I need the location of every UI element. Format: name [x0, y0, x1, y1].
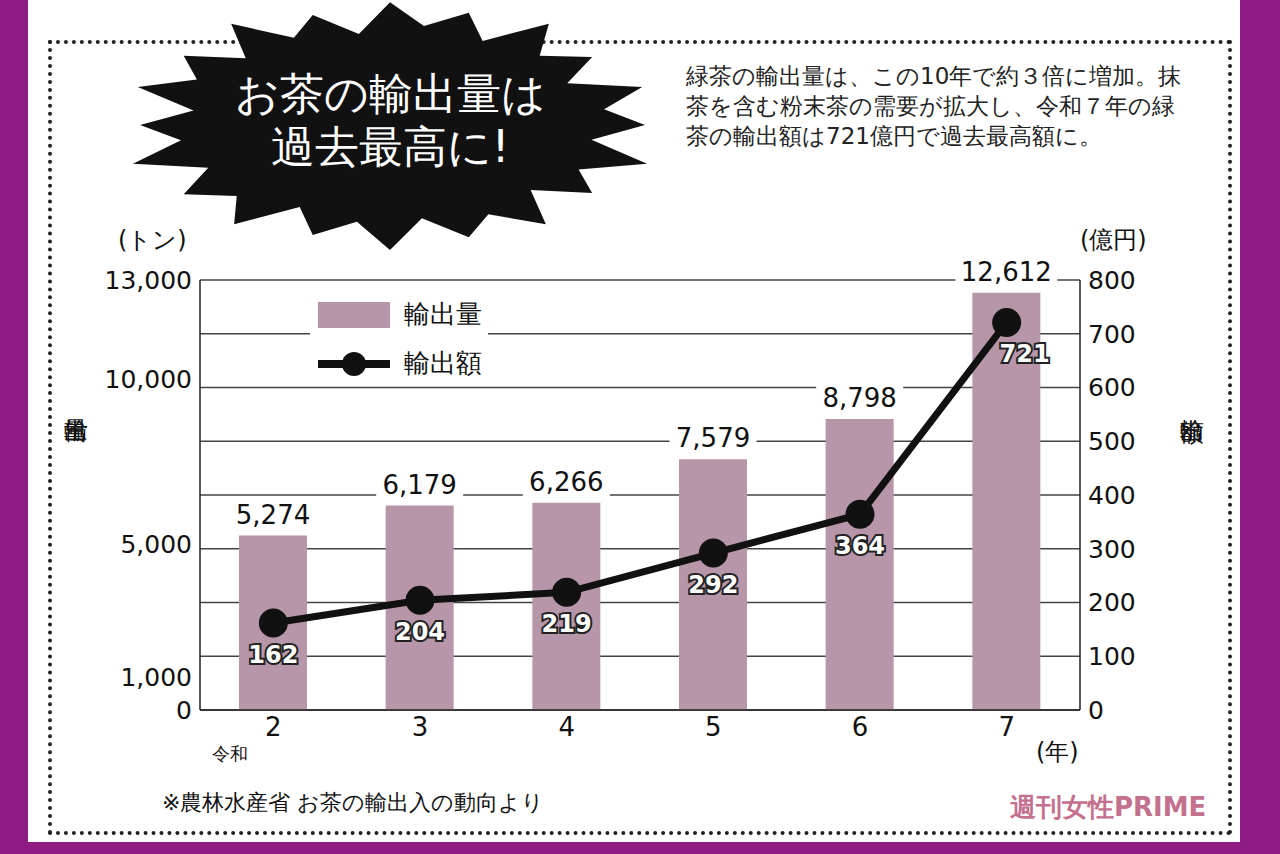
- svg-text:721: 721: [1000, 340, 1050, 368]
- svg-text:200: 200: [1088, 588, 1136, 617]
- svg-text:800: 800: [1088, 266, 1136, 295]
- svg-text:500: 500: [1088, 427, 1136, 456]
- html-text:お茶の輸出量は過去最高に!: お茶の輸出量は過去最高に!: [234, 68, 546, 172]
- svg-text:219: 219: [542, 610, 592, 638]
- svg-text:12,612: 12,612: [961, 257, 1052, 287]
- svg-text:13,000: 13,000: [105, 266, 192, 295]
- html-text:令和: 令和: [212, 743, 248, 764]
- svg-text:204: 204: [395, 618, 445, 646]
- svg-text:10,000: 10,000: [105, 365, 192, 394]
- svg-text:4: 4: [558, 712, 575, 742]
- svg-text:5: 5: [705, 712, 722, 742]
- svg-text:400: 400: [1088, 481, 1136, 510]
- svg-text:162: 162: [248, 641, 298, 669]
- svg-text:600: 600: [1088, 373, 1136, 402]
- svg-text:7,579: 7,579: [676, 423, 750, 453]
- svg-text:3: 3: [412, 712, 429, 742]
- svg-text:2: 2: [265, 712, 282, 742]
- html-text:(億円): (億円): [1080, 226, 1147, 254]
- svg-text:364: 364: [835, 532, 885, 560]
- svg-text:100: 100: [1088, 642, 1136, 671]
- html-text:週刊女性PRIME: 週刊女性PRIME: [1010, 792, 1207, 822]
- html-text:※農林水産省 お茶の輸出入の動向より: ※農林水産省 お茶の輸出入の動向より: [162, 790, 545, 815]
- html-text:(トン): (トン): [118, 226, 187, 254]
- svg-text:7: 7: [998, 712, 1015, 742]
- svg-text:6,179: 6,179: [382, 470, 456, 500]
- svg-text:6: 6: [852, 712, 869, 742]
- svg-text:6,266: 6,266: [529, 467, 603, 497]
- svg-text:1,000: 1,000: [120, 663, 192, 692]
- svg-text:5,000: 5,000: [120, 530, 192, 559]
- html-text:(年): (年): [1036, 738, 1079, 766]
- html-text:輸出量: 輸出量: [404, 299, 482, 329]
- html-text:緑茶の輸出量は、この10年で約３倍に増加。抹茶を含む粉末茶の: 緑茶の輸出量は、この10年で約３倍に増加。抹茶を含む粉末茶の需要が拡大し、令和７…: [686, 63, 1182, 149]
- svg-text:300: 300: [1088, 535, 1136, 564]
- svg-text:8,798: 8,798: [822, 383, 896, 413]
- html-text:輸出額: 輸出額: [404, 348, 482, 378]
- svg-text:0: 0: [176, 696, 192, 725]
- svg-text:5,274: 5,274: [236, 500, 310, 530]
- svg-text:0: 0: [1088, 696, 1104, 725]
- svg-text:700: 700: [1088, 320, 1136, 349]
- svg-text:292: 292: [688, 571, 738, 599]
